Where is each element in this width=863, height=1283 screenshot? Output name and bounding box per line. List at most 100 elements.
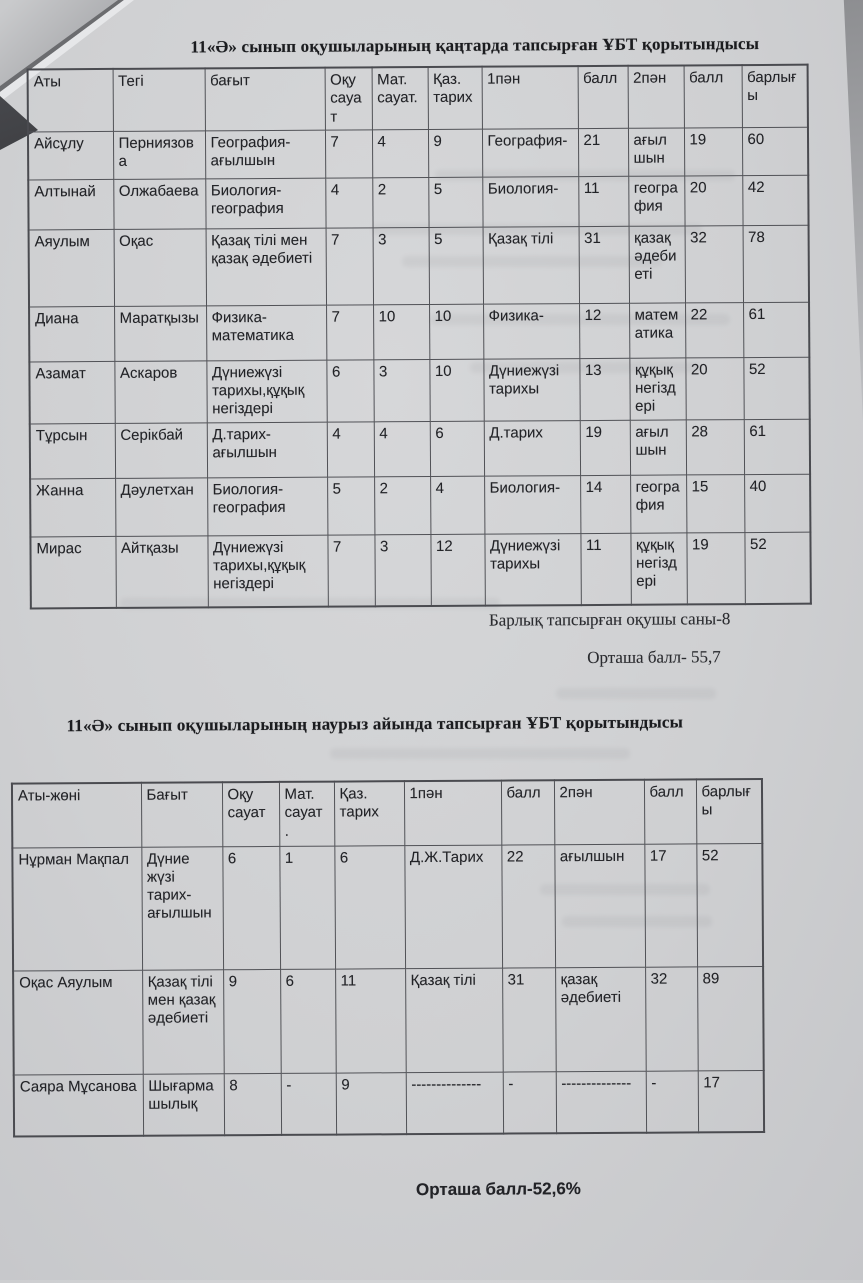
table-cell: Жанна	[30, 478, 116, 537]
table-cell: 5	[428, 177, 483, 228]
table-cell: --------------	[555, 1070, 647, 1134]
table-row: Айсұлу Перниязова География-ағылшын 7 4 9 Геог…	[27, 127, 809, 180]
table-cell: 3	[372, 227, 430, 305]
table-cell: Тұрсын	[29, 423, 116, 479]
table-row: Азамат Аскаров Дүниежүзі тарихы,құқық негі…	[29, 357, 810, 424]
table-cell: География-	[481, 128, 579, 178]
table-cell: 8	[223, 1072, 282, 1136]
table-cell: құқық негіздері	[630, 532, 687, 606]
column-header: барлығы	[695, 778, 763, 844]
table-cell: Мирас	[30, 536, 116, 609]
table-cell: 9	[335, 1072, 407, 1135]
table-cell: Дүниежүзі тарихы,құқық негіздері	[206, 360, 327, 423]
table-cell: география	[628, 175, 685, 227]
table-cell: 7	[324, 129, 373, 179]
table-cell: Оқас	[113, 228, 207, 307]
table-cell: 7	[326, 304, 374, 361]
table-cell: --------------	[405, 1071, 504, 1135]
table-cell: Аяулым	[28, 229, 115, 307]
table-cell: қазақ әдебиеті	[628, 225, 686, 304]
table-cell: Аскаров	[114, 360, 207, 424]
table-row: Жанна Дәулетхан Биология-география 5 2 4 Биоло…	[30, 473, 811, 537]
january-results-title: 11«Ә» сынып оқушыларының қаңтарда тапсыр…	[190, 33, 760, 57]
table-cell: 10	[429, 359, 484, 422]
table-cell: 78	[742, 225, 810, 303]
table-cell: ағылшын	[627, 127, 685, 177]
table-cell: 6	[280, 968, 336, 1073]
table-cell: Қазақ тілі	[405, 967, 503, 1073]
table-cell: 32	[684, 225, 744, 303]
table-cell: 11	[580, 533, 631, 606]
table-cell: 4	[371, 129, 429, 178]
table-cell: 9	[427, 129, 483, 178]
column-header: Оқу сауат	[221, 781, 280, 847]
table-row: Диана Маратқызы Физика-математика 7 10 10 Физи…	[29, 302, 810, 362]
table-cell: Биология-география	[207, 476, 328, 536]
table-cell: Д.тарих	[483, 420, 581, 476]
table-cell: 9	[223, 968, 281, 1074]
table-row: Алтынай Олжабаева Биология-география 4 2 5 Био…	[28, 175, 809, 230]
march-average-score-note: Орташа балл-52,6%	[415, 1179, 581, 1200]
table-cell: 4	[326, 421, 375, 477]
column-header: 2пән	[627, 65, 684, 129]
table-cell: 20	[684, 175, 743, 226]
table-cell: 13	[579, 358, 630, 421]
column-header: барлығы	[741, 64, 808, 128]
table-cell: 3	[374, 534, 431, 607]
column-header: Қаз. тарих	[333, 781, 405, 846]
table-cell: Айтқазы	[115, 535, 208, 609]
table-cell: құқық негіздері	[629, 357, 686, 421]
header-row: Аты-жөні Бағыт Оқу сауат Мат. сауат . Қаз. т…	[11, 778, 763, 848]
table-cell: Нұрман Мақпал	[12, 846, 143, 971]
column-header: Оқу сауат	[324, 67, 372, 131]
table-cell: Қазақ тілі	[482, 226, 580, 305]
table-cell: Физика-	[483, 303, 580, 360]
column-header: балл	[500, 780, 555, 845]
table-row: Аяулым Оқас Қазақ тілі мен қазақ әдебиеті 7…	[28, 225, 810, 307]
table-cell: 3	[373, 359, 430, 422]
column-header: 2пән	[553, 779, 645, 845]
table-cell: Дүниежүзі тарихы	[484, 533, 581, 606]
column-header: балл	[577, 65, 628, 129]
table-cell: 42	[742, 175, 809, 226]
table-cell: Диана	[29, 306, 115, 362]
table-cell: 22	[685, 302, 744, 358]
table-cell: 11	[335, 968, 406, 1073]
table-cell: Перниязова	[112, 130, 206, 180]
march-results-table: Аты-жөні Бағыт Оқу сауат Мат. сауат . Қаз. т…	[10, 777, 766, 1138]
table-cell: 4	[430, 475, 485, 535]
table-cell: 22	[501, 844, 556, 968]
table-cell: Биология-география	[205, 178, 326, 229]
table-cell: Биология-	[482, 176, 579, 228]
table-cell: 20	[685, 357, 744, 420]
column-header: бағыт	[204, 67, 325, 131]
table-cell: география	[630, 474, 687, 534]
table-cell: Оқас Аяулым	[13, 969, 143, 1075]
column-header: Аты-жөні	[11, 782, 142, 848]
table-cell: 28	[685, 419, 745, 475]
table-cell: Шығармашылық	[142, 1073, 225, 1136]
table-cell: 5	[327, 476, 375, 535]
table-cell: 19	[686, 532, 745, 605]
march-results-title: 11«Ә» сынып оқушыларының наурыз айында т…	[66, 712, 684, 736]
table-cell: 89	[697, 965, 764, 1071]
table-cell: 19	[683, 127, 743, 176]
table-cell: 52	[696, 842, 764, 967]
table-cell: 6	[334, 845, 406, 969]
table-row: Саяра Мұсанова Шығармашылық 8-9 -----------…	[13, 1069, 765, 1137]
table-cell: 31	[578, 226, 630, 304]
table-cell: Дүниежүзі тарихы,құқық негіздері	[207, 534, 328, 608]
table-cell: 17	[644, 843, 698, 967]
table-cell: 32	[645, 966, 698, 1071]
january-average-score-note: Орташа балл- 55,7	[587, 647, 721, 668]
table-cell: 31	[502, 967, 556, 1072]
column-header: Бағыт	[140, 782, 223, 847]
table-cell: 15	[686, 474, 745, 533]
table-cell: 4	[373, 421, 431, 477]
table-cell: Саяра Мұсанова	[13, 1073, 144, 1137]
table-cell: қазақ әдебиеті	[555, 966, 646, 1072]
table-cell: 5	[428, 227, 484, 305]
table-cell: 2	[374, 476, 431, 535]
table-cell: 60	[741, 127, 809, 176]
